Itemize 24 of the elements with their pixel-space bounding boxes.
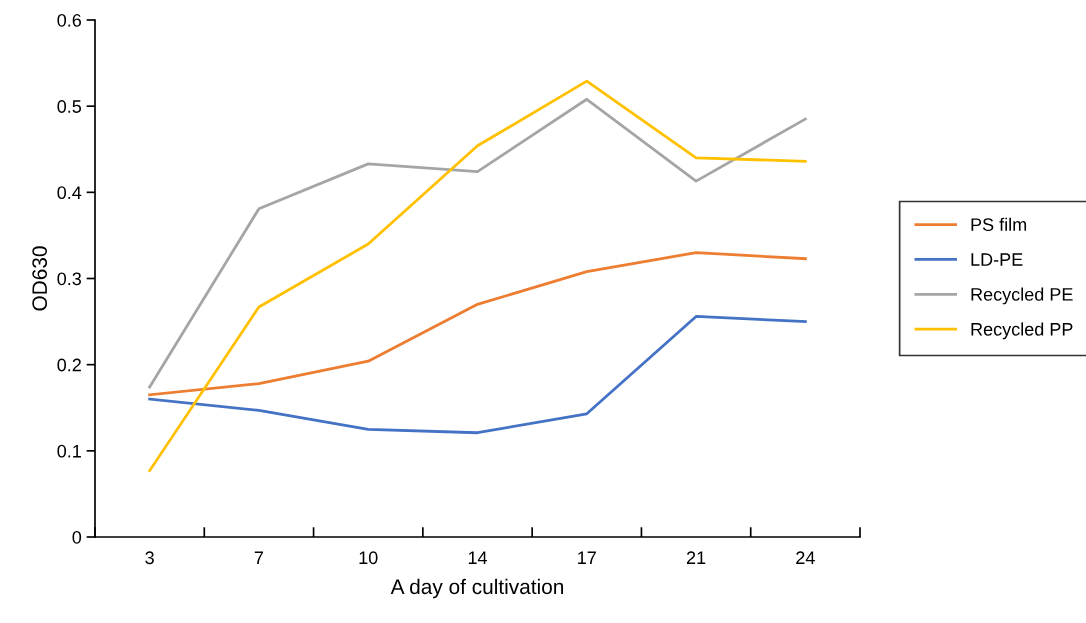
x-tick-label: 24 — [796, 551, 815, 564]
y-tick-label: 0.1 — [57, 444, 81, 458]
line-series — [148, 79, 807, 473]
x-tick-label: 17 — [578, 551, 596, 564]
line-series — [148, 251, 807, 397]
line-series — [148, 315, 807, 435]
legend-label: PS film — [971, 217, 1027, 232]
y-tick-label: 0.4 — [57, 186, 82, 200]
y-tick-label: 0.5 — [57, 100, 82, 113]
x-tick-label: 3 — [145, 551, 154, 565]
line-series — [148, 97, 807, 389]
y-tick-label: 0.2 — [57, 358, 81, 372]
x-axis-title: A day of cultivation — [390, 578, 564, 599]
legend-label: Recycled PE — [971, 287, 1073, 305]
legend-label: Recycled PP — [971, 322, 1073, 340]
y-tick-label: 0 — [72, 530, 82, 544]
x-tick-label: 10 — [359, 551, 378, 565]
y-axis-title: OD630 — [32, 246, 48, 311]
y-tick-label: 0.3 — [57, 272, 82, 286]
x-tick-label: 7 — [254, 551, 264, 564]
x-tick-label: 14 — [468, 551, 488, 564]
x-tick-label: 21 — [686, 551, 706, 564]
y-tick-label: 0.6 — [57, 13, 82, 27]
legend-label: LD-PE — [971, 253, 1023, 266]
